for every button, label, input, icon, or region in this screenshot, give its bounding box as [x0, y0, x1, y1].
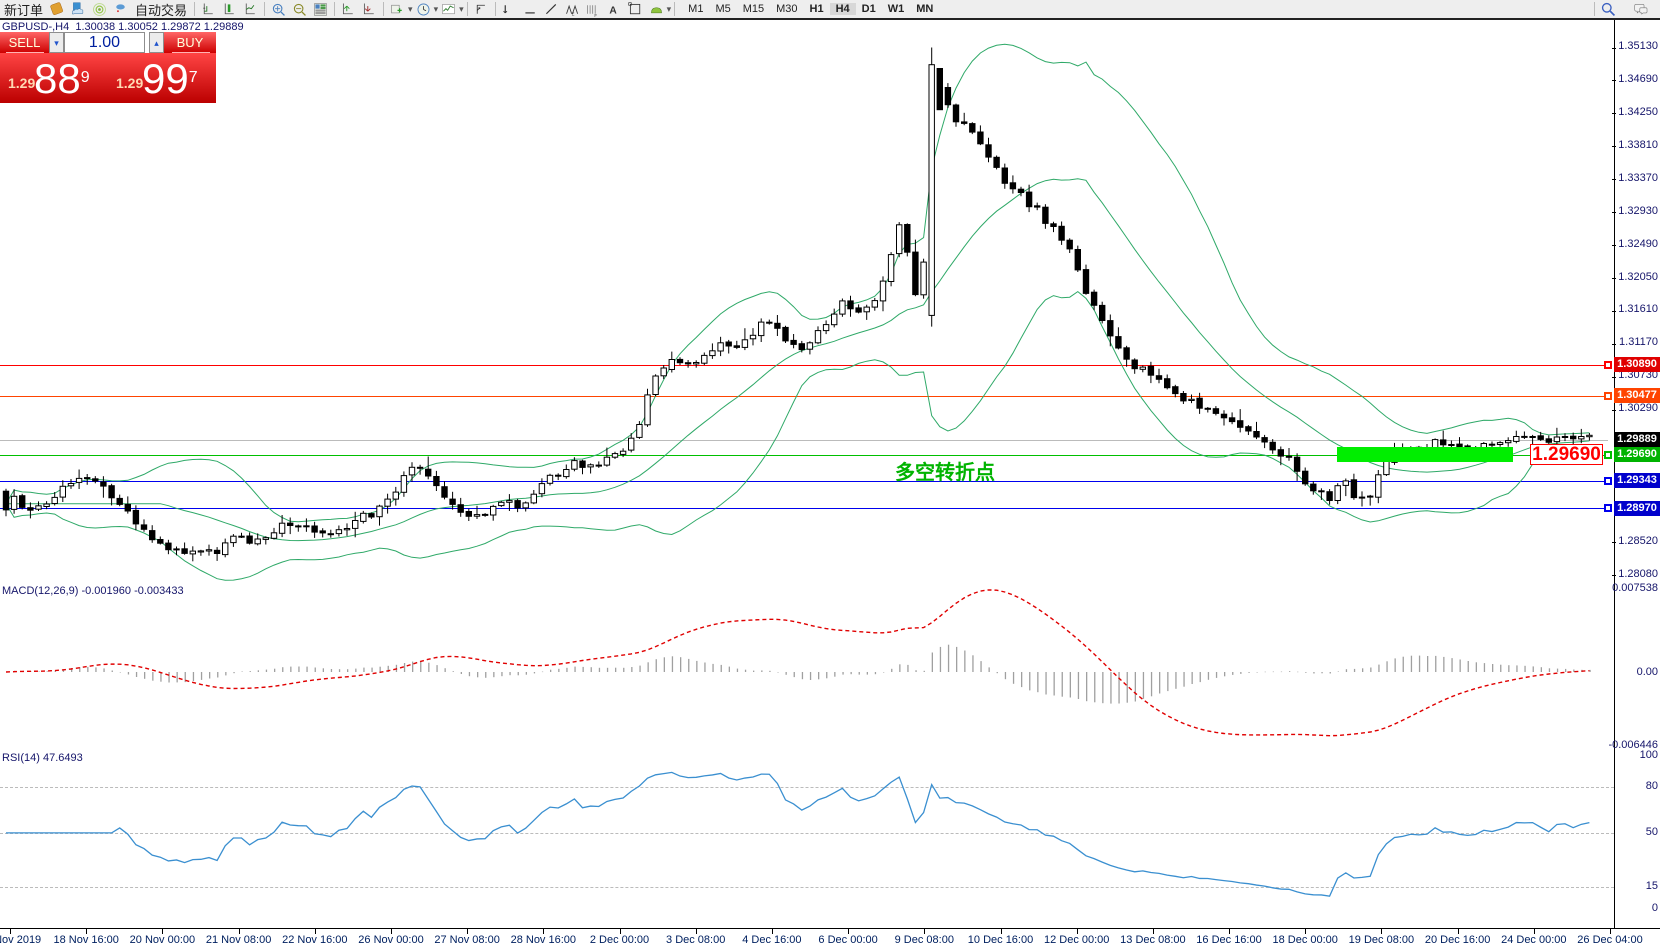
svg-text:E: E	[571, 11, 574, 16]
svg-text:A: A	[609, 5, 617, 16]
svg-text:F: F	[594, 13, 597, 18]
